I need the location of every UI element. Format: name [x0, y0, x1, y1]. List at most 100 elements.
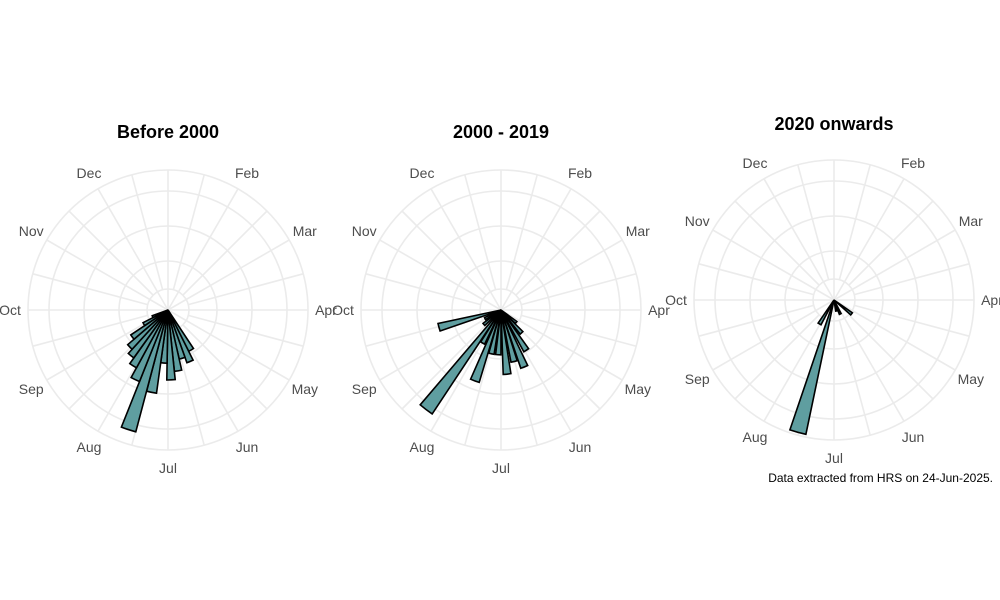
month-label-sep: Sep: [19, 381, 44, 397]
grid-spoke: [763, 178, 835, 301]
grid-spoke: [515, 324, 601, 410]
grid-spoke: [854, 263, 970, 296]
month-label-jul: Jul: [492, 460, 510, 476]
month-label-apr: Apr: [981, 292, 1000, 308]
bars: [419, 309, 530, 416]
polar-panel-2020-onwards: Feb Mar Apr May Jun Jul Aug Sep Oct Nov Dec 2020 on…: [665, 114, 1000, 466]
panel-title: 2000 - 2019: [453, 122, 549, 142]
grid-spoke: [401, 210, 487, 296]
month-label-jun: Jun: [236, 439, 259, 455]
bar-0: [833, 299, 854, 317]
grid-spoke: [68, 210, 154, 296]
month-label-dec: Dec: [77, 165, 102, 181]
month-label-oct: Oct: [665, 292, 687, 308]
grid-spoke: [131, 174, 164, 290]
bar-4: [500, 309, 519, 364]
bar-3: [500, 309, 529, 370]
grid-spoke: [848, 314, 934, 400]
month-label-nov: Nov: [352, 223, 377, 239]
grid-spoke: [833, 299, 905, 422]
month-label-aug: Aug: [743, 429, 768, 445]
bar-4: [816, 299, 835, 326]
month-label-aug: Aug: [410, 439, 435, 455]
month-label-feb: Feb: [901, 155, 925, 171]
grid-spoke: [500, 188, 572, 311]
bar-12: [129, 309, 169, 341]
month-label-sep: Sep: [352, 381, 377, 397]
grid-spoke: [464, 174, 497, 290]
grid-spoke: [734, 314, 820, 400]
grid-spoke: [854, 304, 970, 337]
grid-spoke: [515, 210, 601, 296]
month-label-nov: Nov: [19, 223, 44, 239]
month-label-may: May: [292, 381, 318, 397]
month-label-apr: Apr: [648, 302, 670, 318]
bar-2: [833, 299, 838, 313]
grid-spoke: [500, 309, 623, 381]
month-label-may: May: [958, 371, 984, 387]
grid-spoke: [188, 273, 304, 306]
bar-1: [500, 309, 525, 336]
month-label-jul: Jul: [159, 460, 177, 476]
bar-11: [126, 309, 169, 351]
bar-11: [481, 309, 502, 327]
bar-13: [437, 309, 502, 333]
grid-spoke: [838, 164, 871, 280]
month-label-mar: Mar: [626, 223, 650, 239]
bar-14: [151, 309, 169, 319]
grid-spoke: [182, 324, 268, 410]
grid-spoke: [698, 304, 814, 337]
month-label-feb: Feb: [235, 165, 259, 181]
month-label-oct: Oct: [0, 302, 21, 318]
grid-spoke: [97, 188, 169, 311]
month-label-aug: Aug: [77, 439, 102, 455]
grid-spoke: [188, 314, 304, 347]
month-label-jul: Jul: [825, 450, 843, 466]
month-labels: Feb Mar Apr May Jun Jul Aug Sep Oct Nov Dec: [332, 165, 670, 476]
panel-title: 2020 onwards: [774, 114, 893, 134]
month-labels: Feb Mar Apr May Jun Jul Aug Sep Oct Nov Dec: [0, 165, 337, 476]
bar-2: [500, 309, 530, 353]
bar-1: [167, 309, 195, 364]
grid-spoke: [521, 314, 637, 347]
month-label-may: May: [625, 381, 651, 397]
grid-spoke: [734, 200, 820, 286]
month-label-sep: Sep: [685, 371, 710, 387]
month-label-dec: Dec: [743, 155, 768, 171]
grid-spoke: [505, 174, 538, 290]
grid-spoke: [167, 309, 290, 381]
grid-spoke: [797, 164, 830, 280]
grid-spoke: [365, 273, 481, 306]
grid-spoke: [500, 239, 623, 311]
bar-10: [419, 309, 502, 416]
month-label-oct: Oct: [332, 302, 354, 318]
grid-spoke: [833, 229, 956, 301]
grid-spoke: [430, 188, 502, 311]
grid-spoke: [172, 174, 205, 290]
grid-spoke: [833, 299, 956, 371]
grid-spoke: [712, 229, 835, 301]
panel-title: Before 2000: [117, 122, 219, 142]
grid-spoke: [848, 200, 934, 286]
month-label-mar: Mar: [293, 223, 317, 239]
grid-spoke: [182, 210, 268, 296]
grid-spoke: [167, 188, 239, 311]
bar-8: [469, 309, 502, 384]
grid-spoke: [401, 324, 487, 410]
month-label-jun: Jun: [569, 439, 592, 455]
bar-12: [483, 309, 502, 321]
month-labels: Feb Mar Apr May Jun Jul Aug Sep Oct Nov Dec: [665, 155, 1000, 466]
month-label-nov: Nov: [685, 213, 710, 229]
grid-spoke: [379, 239, 502, 311]
month-label-mar: Mar: [959, 213, 983, 229]
polar-panel-before-2000: Feb Mar Apr May Jun Jul Aug Sep Oct Nov Dec Before …: [0, 122, 337, 476]
bars: [788, 299, 854, 436]
grid-spoke: [32, 273, 148, 306]
grid-spoke: [32, 314, 148, 347]
month-label-jun: Jun: [902, 429, 925, 445]
bar-3: [788, 299, 835, 436]
month-label-feb: Feb: [568, 165, 592, 181]
month-label-dec: Dec: [410, 165, 435, 181]
bar-5: [500, 309, 512, 376]
